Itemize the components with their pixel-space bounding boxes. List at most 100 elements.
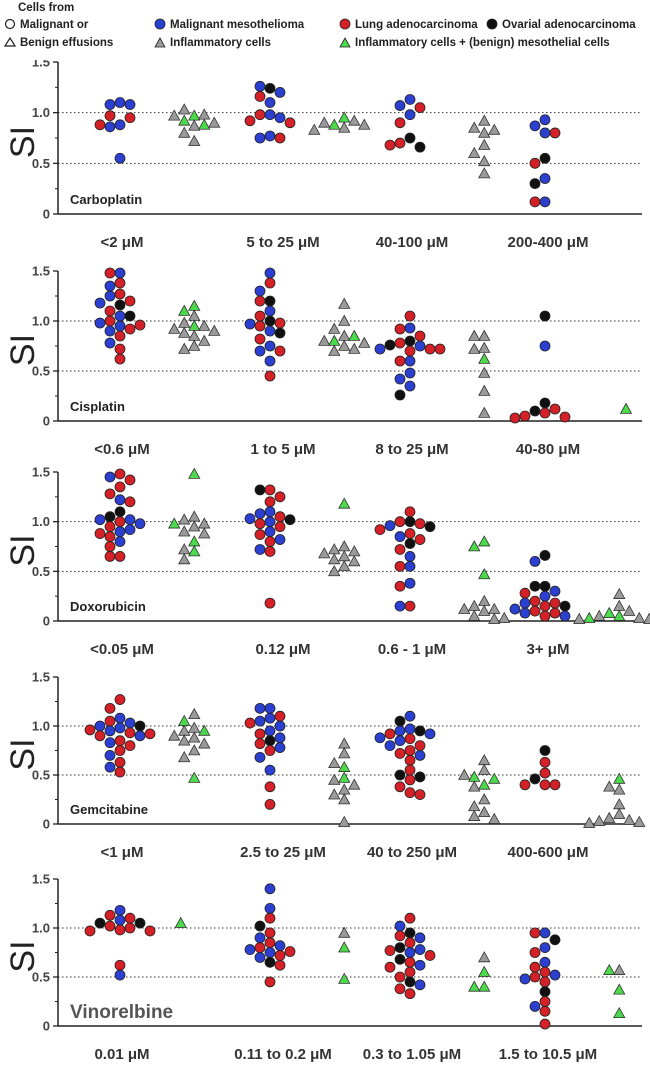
data-point-lung xyxy=(264,937,276,949)
data-point-infl xyxy=(478,126,491,138)
data-point-infl xyxy=(478,366,491,378)
legend-lung-marker-icon xyxy=(339,18,351,30)
y-tick-label: 0 xyxy=(43,414,50,429)
data-point-inflmeso xyxy=(613,609,626,621)
x-category-label: 0.01 μM xyxy=(94,1046,149,1063)
y-tick-label: 0.5 xyxy=(32,564,50,579)
data-point-infl xyxy=(198,517,211,529)
data-point-meso xyxy=(414,340,426,352)
x-category-label: 0.3 to 1.05 μM xyxy=(363,1046,461,1063)
data-point-lung xyxy=(539,966,551,978)
data-point-lung xyxy=(414,534,426,545)
data-point-ovar xyxy=(284,514,296,526)
data-point-meso xyxy=(244,944,256,955)
y-tick-label: 1.0 xyxy=(32,314,50,329)
data-point-lung xyxy=(274,132,286,144)
data-point-infl xyxy=(338,329,351,341)
data-point-lung xyxy=(539,407,551,419)
data-point-lung xyxy=(264,484,276,496)
data-point-ovar xyxy=(529,580,541,592)
data-point-lung xyxy=(264,496,276,508)
data-point-infl xyxy=(613,783,626,795)
data-point-infl xyxy=(613,587,626,599)
data-point-infl xyxy=(328,344,341,356)
data-point-infl xyxy=(198,108,211,120)
data-point-meso xyxy=(134,730,146,742)
data-point-meso xyxy=(244,513,256,525)
data-point-infl xyxy=(573,612,586,624)
data-point-lung xyxy=(264,927,276,939)
data-point-meso xyxy=(394,725,406,737)
y-tick-label: 0.5 xyxy=(32,364,50,379)
data-point-infl xyxy=(623,813,636,825)
data-point-inflmeso xyxy=(338,111,351,123)
data-point-ovar xyxy=(539,550,551,561)
data-point-lung xyxy=(114,924,126,936)
data-point-meso xyxy=(404,355,416,367)
data-point-inflmeso xyxy=(583,611,596,623)
data-point-infl xyxy=(208,116,221,128)
data-point-meso xyxy=(264,355,276,367)
x-category-label: 0.6 - 1 μM xyxy=(378,641,446,658)
data-point-meso xyxy=(404,577,416,589)
data-point-lung xyxy=(114,745,126,756)
data-point-lung xyxy=(104,920,116,932)
legend-inflmeso-marker-icon xyxy=(339,37,351,48)
data-point-infl xyxy=(348,342,361,354)
data-point-inflmeso xyxy=(478,567,491,580)
data-point-lung xyxy=(539,1018,551,1030)
data-point-lung xyxy=(254,738,266,750)
data-point-meso xyxy=(134,518,146,530)
data-point-lung xyxy=(124,727,136,739)
data-point-infl xyxy=(478,604,491,616)
data-point-meso xyxy=(394,373,406,385)
data-point-lung xyxy=(104,110,116,122)
data-point-ovar xyxy=(94,917,106,929)
data-point-meso xyxy=(539,340,551,352)
data-point-infl xyxy=(308,123,321,135)
data-point-infl xyxy=(478,138,491,150)
data-point-ovar xyxy=(404,927,416,939)
data-point-infl xyxy=(188,329,201,341)
data-point-meso xyxy=(264,506,276,518)
data-point-ovar xyxy=(114,506,126,518)
x-category-label: 2.5 to 25 μM xyxy=(240,844,326,861)
chart-title: Carboplatin xyxy=(70,192,142,207)
data-point-meso xyxy=(404,551,416,562)
legend-open-circle-icon xyxy=(4,18,16,30)
data-point-infl xyxy=(178,553,191,565)
data-point-lung xyxy=(114,277,126,289)
data-point-inflmeso xyxy=(613,1006,626,1019)
x-category-label: 40 to 250 μM xyxy=(367,844,457,861)
data-point-infl xyxy=(468,809,481,821)
data-point-meso xyxy=(264,702,276,714)
legend-open-triangle-icon xyxy=(3,36,17,47)
data-point-ovar xyxy=(404,132,416,144)
data-point-infl xyxy=(338,297,351,309)
data-point-lung xyxy=(549,127,561,139)
data-point-infl xyxy=(468,599,481,611)
data-point-ovar xyxy=(539,152,551,164)
data-point-infl xyxy=(613,798,626,810)
data-point-inflmeso xyxy=(178,714,191,726)
data-point-lung xyxy=(529,947,541,958)
data-point-inflmeso xyxy=(198,118,211,130)
data-point-meso xyxy=(509,603,521,615)
data-point-meso xyxy=(104,290,116,302)
data-point-meso xyxy=(549,969,561,981)
data-point-infl xyxy=(643,612,650,624)
data-point-infl xyxy=(468,800,481,812)
data-point-meso xyxy=(404,947,416,958)
data-point-meso xyxy=(404,380,416,392)
data-point-lung xyxy=(124,740,136,751)
data-point-lung xyxy=(264,536,276,547)
data-point-infl xyxy=(348,545,361,557)
data-point-lung xyxy=(374,524,386,536)
data-point-lung xyxy=(529,595,541,607)
data-point-inflmeso xyxy=(168,517,181,529)
data-point-lung xyxy=(549,779,561,791)
data-point-infl xyxy=(613,599,626,611)
data-point-ovar xyxy=(384,339,396,351)
data-point-infl xyxy=(198,319,211,331)
data-point-lung xyxy=(254,310,266,322)
